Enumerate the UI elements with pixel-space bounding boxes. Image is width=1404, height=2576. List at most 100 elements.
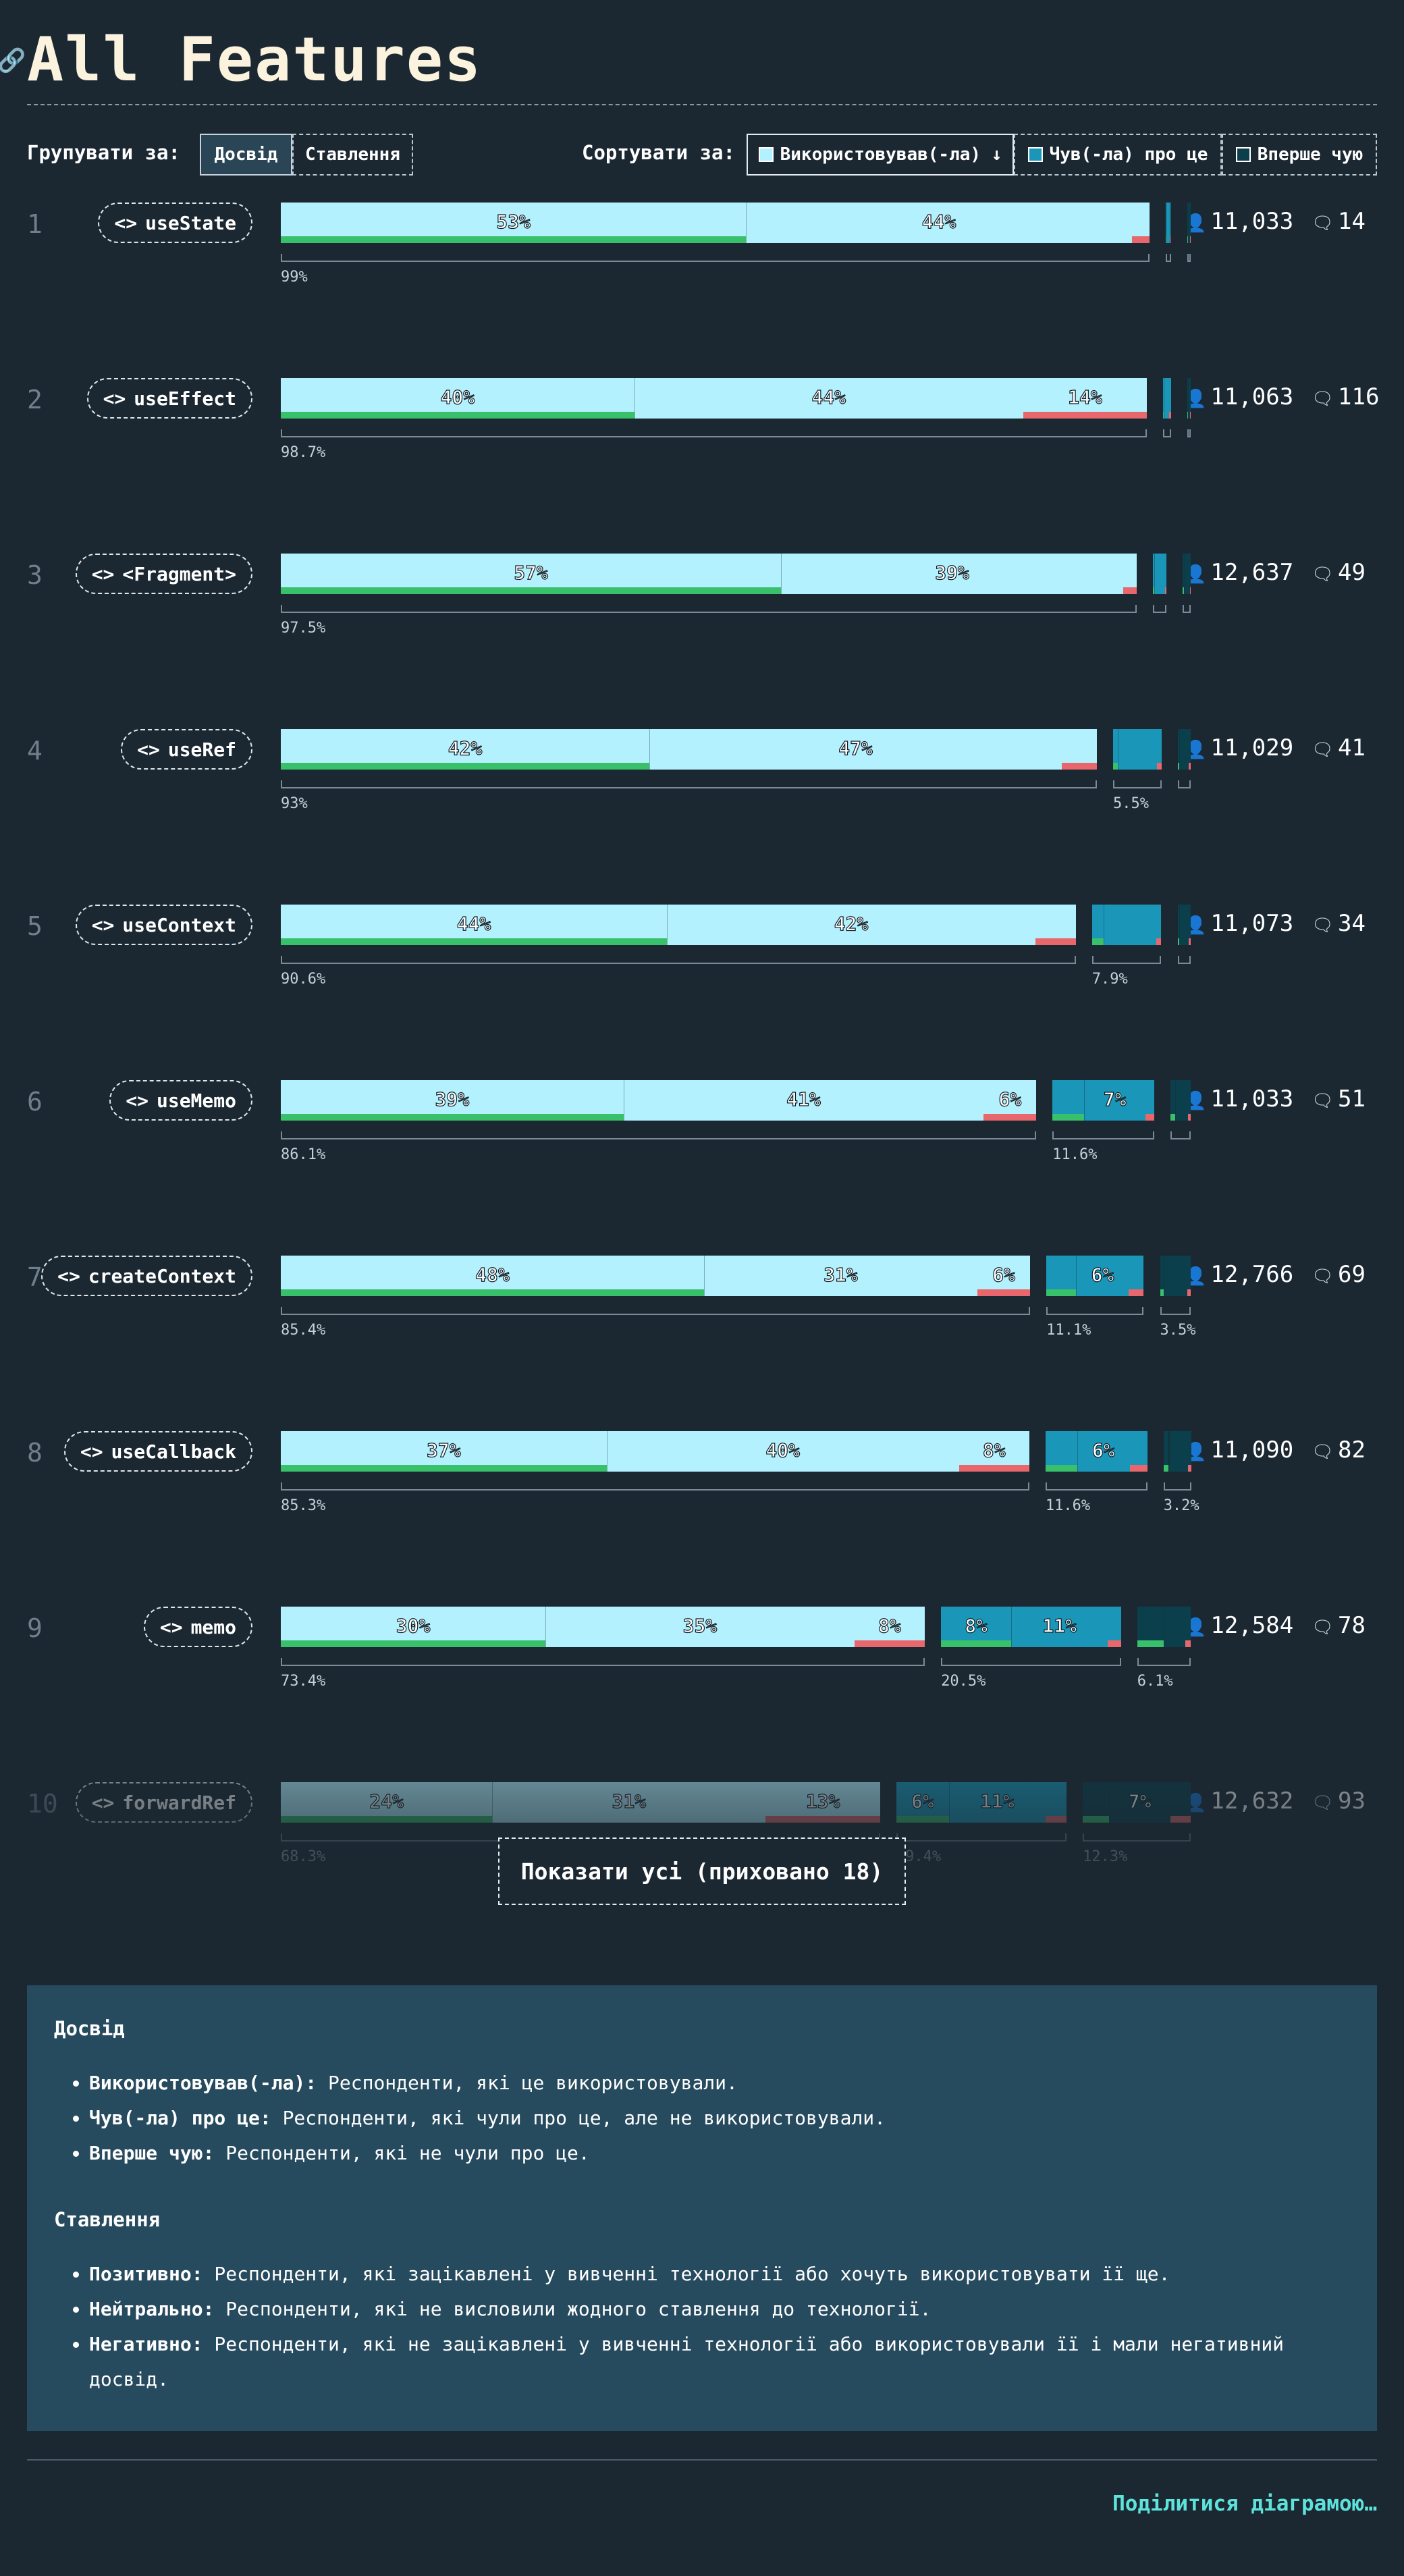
heard-swatch-icon bbox=[1027, 147, 1043, 162]
page-title: All Features bbox=[27, 24, 483, 95]
feature-tag[interactable]: <> useMemo bbox=[109, 1080, 252, 1121]
term-positive: Позитивно: bbox=[89, 2263, 203, 2285]
feature-name: useRef bbox=[167, 738, 236, 761]
chart-row: 4 <> useRef 👤 11,029 🗨 41 42% 47% 93% 5.5% bbox=[0, 729, 1404, 837]
negative-bar bbox=[765, 1816, 880, 1823]
positive-bar bbox=[281, 938, 667, 945]
bar-segment bbox=[1103, 905, 1156, 945]
desc-positive: Респонденти, які зацікавлені у вивченні … bbox=[202, 2263, 1170, 2285]
bar-segment bbox=[1169, 378, 1171, 419]
comments: 🗨 116 bbox=[1312, 383, 1379, 410]
feature-tag[interactable]: <> forwardRef bbox=[75, 1782, 252, 1823]
negative-bar bbox=[1189, 236, 1191, 243]
bar-segment bbox=[1117, 729, 1157, 770]
bar-segment bbox=[746, 203, 1132, 243]
bar-percent-label: 6% bbox=[992, 1263, 1016, 1286]
sort-never-button[interactable]: Вперше чую bbox=[1222, 134, 1377, 176]
sentiment-item-neutral: Нейтрально: Респонденти, які не висловил… bbox=[89, 2292, 1345, 2327]
chart-row: 6 <> useMemo 👤 11,033 🗨 51 39% 41% 6% 86.1% 7% 11.6% bbox=[0, 1080, 1404, 1188]
bar-segment bbox=[1077, 1431, 1130, 1472]
sort-used-button[interactable]: Використовував(-ла) ↓ bbox=[747, 134, 1014, 176]
group-total-label: 6.1% bbox=[1137, 1673, 1173, 1690]
positive-bar bbox=[1163, 412, 1164, 419]
negative-bar bbox=[1156, 938, 1162, 945]
negative-bar bbox=[1189, 412, 1191, 419]
bar-segment bbox=[1179, 905, 1189, 945]
feature-name: useMemo bbox=[156, 1089, 236, 1112]
share-chart-link[interactable]: Поділитися діаграмою… bbox=[1112, 2492, 1377, 2516]
bar-segment bbox=[1163, 1607, 1186, 1647]
positive-bar bbox=[1177, 763, 1180, 770]
row-stats: 👤 11,063 🗨 116 bbox=[1185, 383, 1379, 410]
bar-percent-label: 48% bbox=[475, 1263, 510, 1286]
sort-heard-button[interactable]: Чув(-ла) про це bbox=[1014, 134, 1222, 176]
group-bracket bbox=[941, 1658, 1121, 1666]
bar-percent-label: 13% bbox=[805, 1790, 840, 1813]
term-neutral: Нейтрально: bbox=[89, 2298, 215, 2320]
negative-bar bbox=[1170, 236, 1171, 243]
feature-name: memo bbox=[190, 1615, 236, 1638]
comment-icon: 🗨 bbox=[1312, 915, 1334, 936]
negative-bar bbox=[1123, 587, 1137, 594]
experience-list: Використовував(-ла): Респонденти, які це… bbox=[54, 2066, 1345, 2171]
group-experience-button[interactable]: Досвід bbox=[200, 134, 292, 176]
feature-tag[interactable]: <> useState bbox=[98, 203, 252, 243]
rank-number: 10 bbox=[27, 1789, 58, 1819]
positive-bar bbox=[281, 236, 746, 243]
group-bracket bbox=[281, 780, 1097, 788]
bar-percent-label: 14% bbox=[1068, 385, 1103, 408]
link-icon[interactable]: 🔗 bbox=[0, 47, 26, 74]
chart-row: 9 <> memo 👤 12,584 🗨 78 30% 35% 8% 73.4% 8% 11% 20.5%… bbox=[0, 1607, 1404, 1715]
feature-tag[interactable]: <> createContext bbox=[41, 1256, 252, 1296]
bar-segment bbox=[1183, 554, 1190, 594]
sentiment-heading: Ставлення bbox=[54, 2208, 161, 2231]
feature-tag[interactable]: <> useCallback bbox=[63, 1431, 252, 1472]
group-bracket bbox=[281, 429, 1148, 437]
bar-segment bbox=[1123, 554, 1137, 594]
group-bracket bbox=[281, 1658, 925, 1666]
bar-percent-label: 44% bbox=[456, 912, 491, 935]
positive-bar bbox=[281, 763, 649, 770]
negative-bar bbox=[1164, 587, 1167, 594]
show-all-button[interactable]: Показати усі (приховано 18) bbox=[498, 1837, 906, 1905]
negative-bar bbox=[1189, 938, 1191, 945]
rank-number: 4 bbox=[27, 736, 43, 766]
negative-bar bbox=[1023, 412, 1148, 419]
group-sentiment-label: Ставлення bbox=[305, 144, 400, 165]
bar-segment bbox=[1187, 1256, 1191, 1296]
group-bracket bbox=[281, 1131, 1037, 1139]
rank-number: 8 bbox=[27, 1438, 43, 1468]
bar-segment bbox=[1084, 1080, 1146, 1121]
positive-bar bbox=[1045, 1465, 1077, 1472]
bar-segment bbox=[1091, 905, 1104, 945]
feature-name: useState bbox=[145, 211, 236, 234]
code-icon: <> bbox=[91, 913, 115, 936]
chart-row: 3 <> <Fragment> 👤 12,637 🗨 49 57% 39% 97.5% bbox=[0, 554, 1404, 662]
negative-bar bbox=[1189, 763, 1191, 770]
comment-icon: 🗨 bbox=[1312, 564, 1334, 585]
desc-never: Респонденти, які не чули про це. bbox=[214, 2142, 590, 2164]
bar-percent-label: 11% bbox=[1042, 1614, 1077, 1637]
group-total-label: 73.4% bbox=[281, 1673, 326, 1690]
respondent-count: 12,637 bbox=[1210, 559, 1294, 586]
bar-segment bbox=[649, 729, 1062, 770]
group-bracket bbox=[1183, 605, 1191, 613]
feature-tag[interactable]: <> useEffect bbox=[86, 378, 252, 419]
bar-segment bbox=[1187, 378, 1189, 419]
group-total-label: 11.6% bbox=[1045, 1497, 1091, 1514]
feature-tag[interactable]: <> useRef bbox=[121, 729, 252, 770]
feature-tag[interactable]: <> memo bbox=[143, 1607, 252, 1647]
feature-tag[interactable]: <> <Fragment> bbox=[75, 554, 252, 594]
group-total-label: 20.5% bbox=[941, 1673, 986, 1690]
group-sentiment-button[interactable]: Ставлення bbox=[292, 134, 413, 176]
negative-bar bbox=[1129, 1465, 1148, 1472]
footer-divider bbox=[27, 2459, 1377, 2461]
bar-segment bbox=[1189, 729, 1191, 770]
positive-bar bbox=[1187, 236, 1189, 243]
feature-tag[interactable]: <> useContext bbox=[75, 905, 252, 945]
bar-segment bbox=[1170, 1080, 1175, 1121]
bar-segment bbox=[1168, 1431, 1189, 1472]
row-stats: 👤 12,632 🗨 93 bbox=[1185, 1788, 1366, 1815]
bar-percent-label: 44% bbox=[811, 385, 846, 408]
